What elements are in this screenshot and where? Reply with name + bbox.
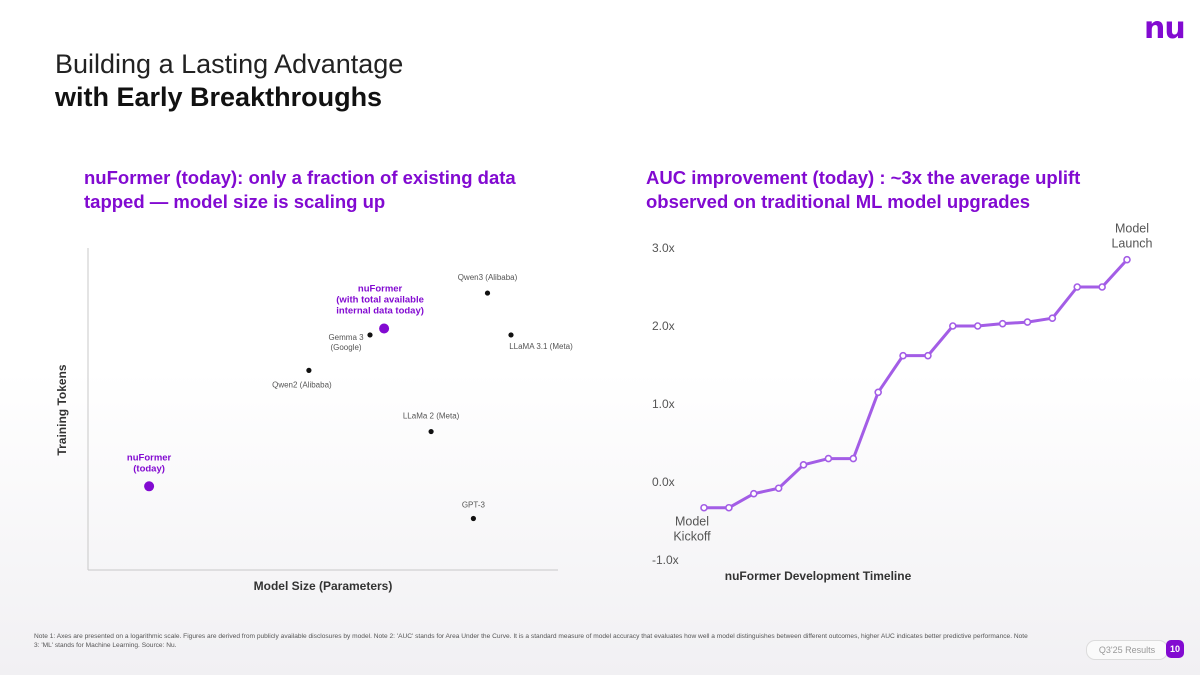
- label-line: (Google): [330, 343, 361, 352]
- auc-point-4: [799, 461, 808, 469]
- auc-line-chart: nuFormer Development Timeline 3.0x 2.0x 1.…: [652, 222, 1153, 583]
- page-title-line1: Building a Lasting Advantage: [55, 49, 404, 79]
- scatter-point-label-llama-2-meta: LLaMa 2 (Meta): [403, 412, 460, 421]
- auc-point-7: [874, 388, 882, 397]
- label-line: Model: [675, 515, 709, 529]
- auc-point-15: [1073, 283, 1082, 291]
- page-title-line2: with Early Breakthroughs: [55, 82, 383, 112]
- scatter-point-nuformer-with-total-available-internal-d: [379, 323, 390, 334]
- results-badge: Q3'25 Results: [1086, 640, 1168, 660]
- auc-point-16: [1098, 283, 1106, 291]
- label-line: Launch: [1111, 237, 1152, 251]
- scatter-point-label-llama-3-1-meta: LLaMA 3.1 (Meta): [509, 342, 573, 351]
- auc-subhead-line2: observed on traditional ML model upgrade…: [646, 191, 1031, 212]
- auc-point-17: [1123, 255, 1131, 264]
- scatter-subhead-line2: tapped — model size is scaling up: [84, 191, 386, 212]
- auc-point-13: [1023, 318, 1032, 326]
- scatter-point-label-qwen3-alibaba: Qwen3 (Alibaba): [458, 273, 518, 282]
- label-line: (today): [133, 463, 165, 474]
- scatter-point-label-nuformer-with-total-available-internal-d: nuFormer (with total available internal da…: [336, 284, 424, 317]
- scatter-point-label-nuformer-today: nuFormer (today): [127, 452, 172, 474]
- scatter-point-nuformer-today: [144, 481, 155, 492]
- scatter-subhead-line1: nuFormer (today): only a fraction of exi…: [84, 167, 516, 188]
- page-number: 10: [1166, 640, 1184, 658]
- auc-point-9: [924, 351, 932, 360]
- auc-y-tick-0-0x: 0.0x: [652, 475, 675, 489]
- auc-annotation-launch: Model Launch: [1111, 222, 1152, 251]
- auc-point-3: [774, 484, 783, 493]
- auc-x-axis-label: nuFormer Development Timeline: [725, 569, 912, 583]
- auc-point-6: [849, 454, 858, 463]
- auc-point-8: [899, 351, 907, 360]
- label-line: Qwen2 (Alibaba): [272, 380, 332, 389]
- label-line: Kickoff: [673, 530, 711, 544]
- auc-point-0: [700, 503, 708, 512]
- label-line: nuFormer: [358, 284, 403, 295]
- footnote: Note 1: Axes are presented on a logarith…: [34, 633, 1028, 649]
- scatter-point-label-gpt-3: GPT-3: [462, 500, 486, 509]
- auc-y-tick-3-0x: 3.0x: [652, 241, 675, 255]
- scatter-point-gpt-3: [470, 515, 476, 522]
- auc-point-12: [998, 319, 1007, 328]
- auc-subhead: AUC improvement (today) : ~3x the averag…: [646, 166, 1146, 214]
- auc-point-10: [949, 322, 957, 330]
- scatter-point-llama-2-meta: [428, 428, 434, 435]
- scatter-point-qwen3-alibaba: [484, 290, 491, 296]
- scatter-x-axis-label: Model Size (Parameters): [254, 579, 393, 593]
- scatter-subhead: nuFormer (today): only a fraction of exi…: [84, 166, 564, 214]
- label-line: LLaMa 2 (Meta): [403, 412, 460, 421]
- scatter-chart: Training Tokens Model Size (Parameters) …: [55, 248, 573, 593]
- label-line: internal data today): [336, 306, 424, 317]
- label-line: LLaMA 3.1 (Meta): [509, 342, 573, 351]
- nu-logo: nu: [1144, 11, 1186, 46]
- auc-y-tick-2-0x: 2.0x: [652, 319, 675, 333]
- label-line: GPT-3: [462, 500, 486, 509]
- auc-point-14: [1048, 314, 1057, 323]
- label-line: (with total available: [336, 295, 424, 306]
- auc-annotation-kickoff: Model Kickoff: [673, 515, 711, 544]
- auc-y-tick-1-0x: -1.0x: [652, 553, 679, 567]
- scatter-point-llama-3-1-meta: [508, 332, 514, 338]
- auc-series-line: [704, 258, 1129, 510]
- scatter-y-axis-label: Training Tokens: [55, 364, 69, 455]
- auc-point-1: [725, 503, 733, 512]
- auc-y-tick-1-0x: 1.0x: [652, 397, 675, 411]
- label-line: Model: [1115, 222, 1149, 236]
- page-title: Building a Lasting Advantage with Early …: [55, 48, 403, 114]
- scatter-point-label-qwen2-alibaba: Qwen2 (Alibaba): [272, 380, 332, 389]
- scatter-point-qwen2-alibaba: [306, 367, 312, 373]
- auc-point-5: [824, 454, 833, 463]
- auc-subhead-line1: AUC improvement (today) : ~3x the averag…: [646, 167, 1081, 188]
- label-line: Gemma 3: [328, 333, 364, 342]
- auc-point-11: [973, 322, 982, 330]
- scatter-point-gemma-3-google: [367, 332, 373, 338]
- label-line: nuFormer: [127, 452, 172, 463]
- label-line: Qwen3 (Alibaba): [458, 273, 518, 282]
- auc-point-2: [749, 489, 758, 498]
- scatter-point-label-gemma-3-google: Gemma 3 (Google): [328, 333, 364, 352]
